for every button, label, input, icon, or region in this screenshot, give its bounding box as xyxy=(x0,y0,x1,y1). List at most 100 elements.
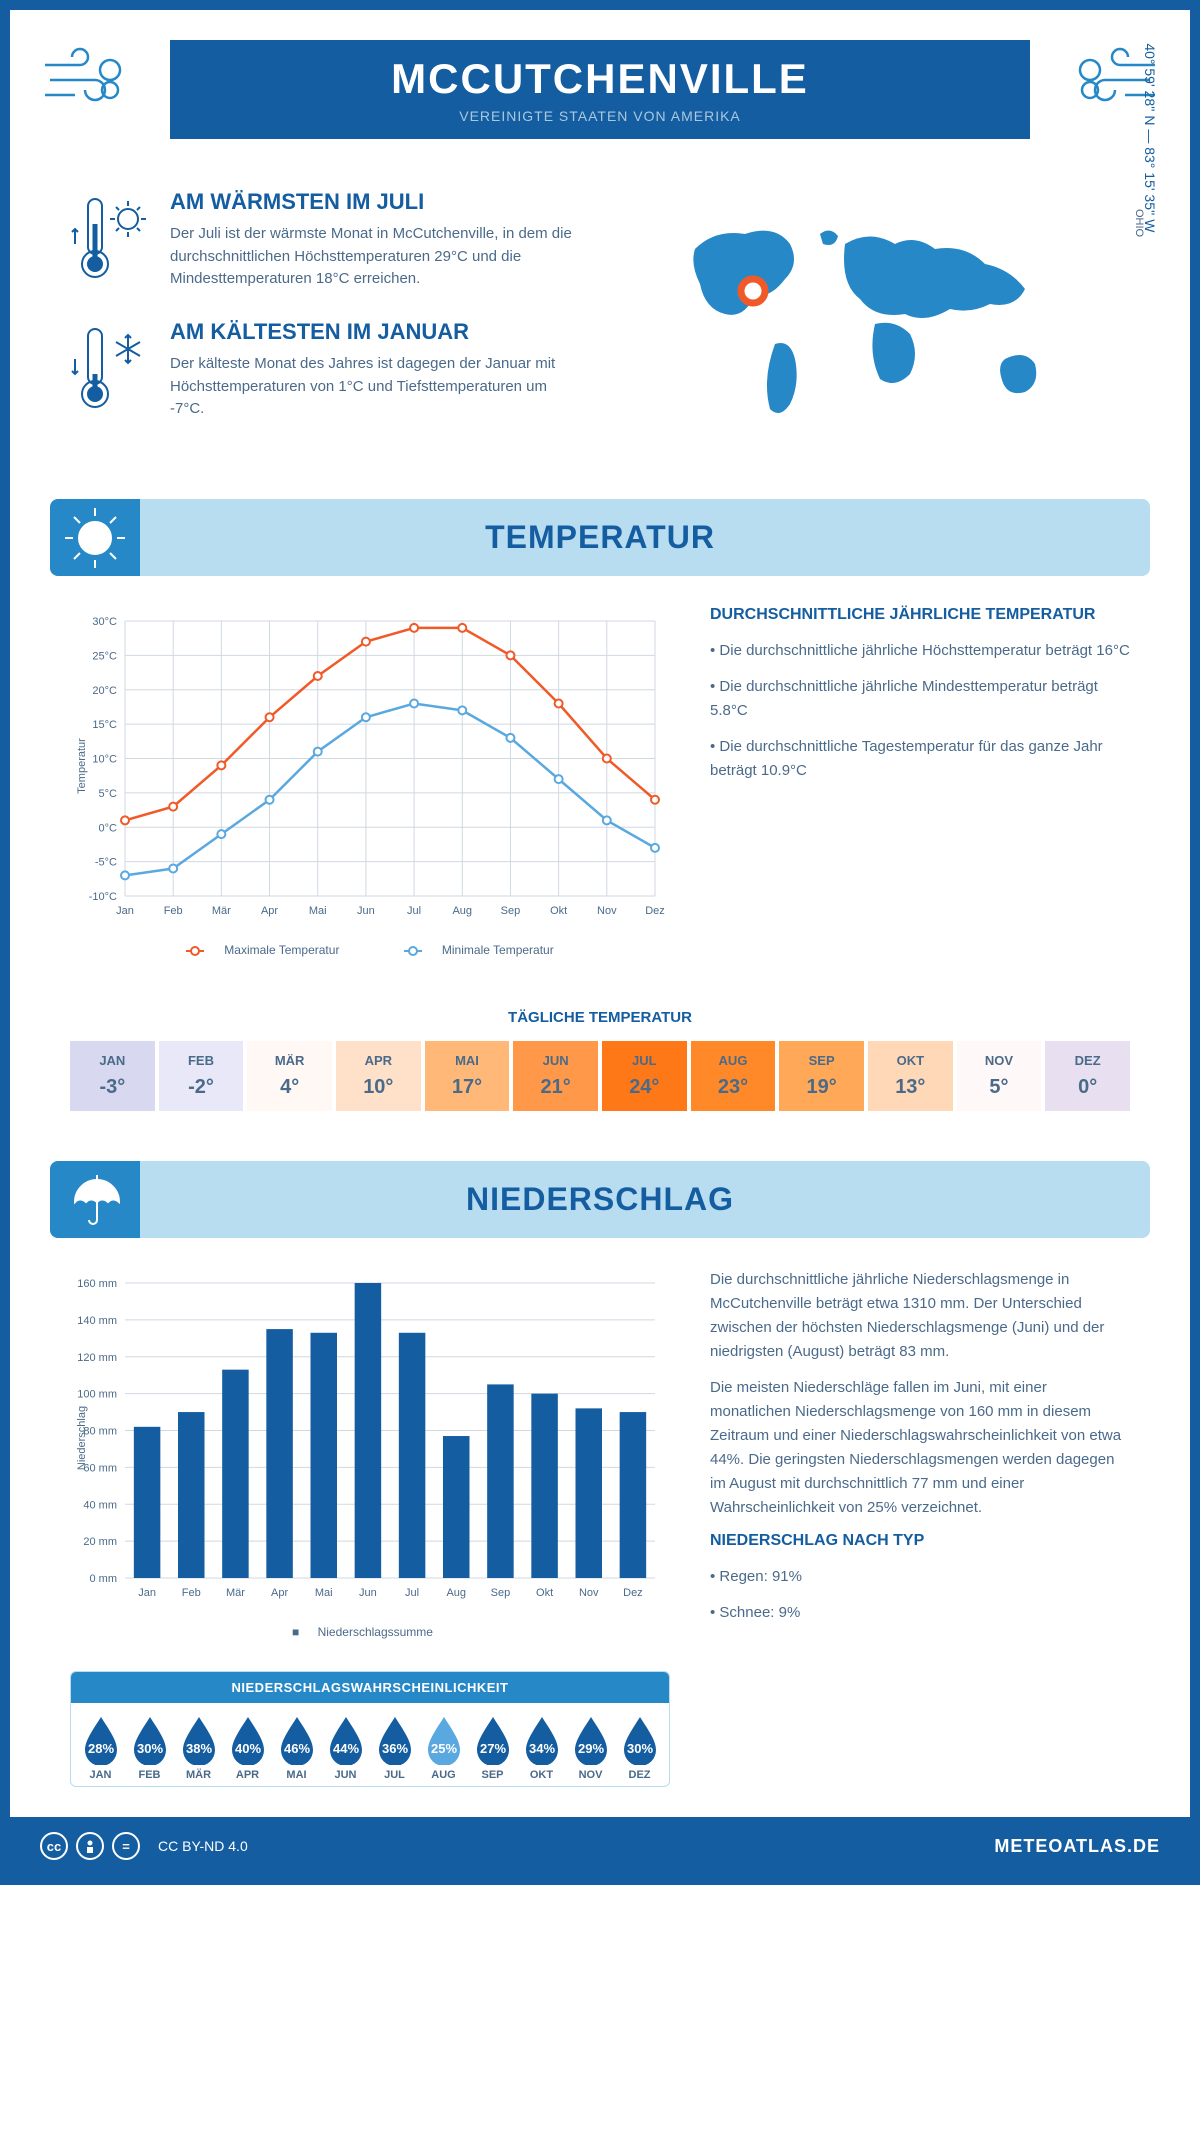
footer: cc = CC BY-ND 4.0 METEOATLAS.DE xyxy=(10,1817,1190,1875)
svg-text:30%: 30% xyxy=(136,1741,162,1756)
svg-text:-5°C: -5°C xyxy=(95,857,117,869)
title-banner: MCCUTCHENVILLE VEREINIGTE STAATEN VON AM… xyxy=(170,40,1030,139)
svg-text:80 mm: 80 mm xyxy=(83,1426,117,1438)
temp-info: DURCHSCHNITTLICHE JÄHRLICHE TEMPERATUR •… xyxy=(710,606,1130,959)
svg-text:Jul: Jul xyxy=(405,1587,419,1599)
precip-text1: Die durchschnittliche jährliche Niedersc… xyxy=(710,1268,1130,1364)
svg-text:Okt: Okt xyxy=(536,1587,553,1599)
svg-text:46%: 46% xyxy=(283,1741,309,1756)
temp-b2: • Die durchschnittliche jährliche Mindes… xyxy=(710,675,1130,723)
legend-max: Maximale Temperatur xyxy=(224,943,339,957)
thermometer-snow-icon xyxy=(70,319,150,424)
daily-cell: JAN-3° xyxy=(70,1041,155,1111)
svg-text:Mär: Mär xyxy=(212,905,231,917)
temp-b1: • Die durchschnittliche jährliche Höchst… xyxy=(710,639,1130,663)
prob-cell: 28%JAN xyxy=(76,1713,125,1781)
daily-cell: JUL24° xyxy=(602,1041,687,1111)
drop-icon: 28% xyxy=(80,1713,122,1765)
svg-text:0 mm: 0 mm xyxy=(90,1573,118,1585)
svg-text:Aug: Aug xyxy=(446,1587,466,1599)
prob-cell: 38%MÄR xyxy=(174,1713,223,1781)
svg-text:44%: 44% xyxy=(332,1741,358,1756)
temp-b3: • Die durchschnittliche Tagestemperatur … xyxy=(710,735,1130,783)
drop-icon: 44% xyxy=(325,1713,367,1765)
svg-text:60 mm: 60 mm xyxy=(83,1462,117,1474)
prob-cell: 30%DEZ xyxy=(615,1713,664,1781)
svg-text:Temperatur: Temperatur xyxy=(76,738,88,794)
svg-text:Jan: Jan xyxy=(116,905,134,917)
drop-icon: 40% xyxy=(227,1713,269,1765)
drop-icon: 30% xyxy=(619,1713,661,1765)
cc-icon: cc xyxy=(40,1832,68,1860)
svg-text:Mär: Mär xyxy=(226,1587,245,1599)
svg-text:Feb: Feb xyxy=(182,1587,201,1599)
license-text: CC BY-ND 4.0 xyxy=(158,1838,248,1854)
svg-text:160 mm: 160 mm xyxy=(77,1278,117,1290)
prob-cell: 27%SEP xyxy=(468,1713,517,1781)
svg-text:Apr: Apr xyxy=(271,1587,288,1599)
drop-icon: 36% xyxy=(374,1713,416,1765)
temp-section-header: TEMPERATUR xyxy=(50,499,1150,576)
temp-info-title: DURCHSCHNITTLICHE JÄHRLICHE TEMPERATUR xyxy=(710,606,1130,624)
legend-min: Minimale Temperatur xyxy=(442,943,554,957)
coldest-text: Der kälteste Monat des Jahres ist dagege… xyxy=(170,353,580,421)
precip-bytype-b1: • Regen: 91% xyxy=(710,1565,1130,1589)
daily-cell: AUG23° xyxy=(691,1041,776,1111)
svg-text:Okt: Okt xyxy=(550,905,567,917)
precip-bytype-b2: • Schnee: 9% xyxy=(710,1601,1130,1625)
svg-text:36%: 36% xyxy=(381,1741,407,1756)
license-icons: cc = CC BY-ND 4.0 xyxy=(40,1832,248,1860)
precip-prob-box: NIEDERSCHLAGSWAHRSCHEINLICHKEIT 28%JAN30… xyxy=(70,1671,670,1787)
svg-text:20 mm: 20 mm xyxy=(83,1536,117,1548)
drop-icon: 27% xyxy=(472,1713,514,1765)
coordinates: 40° 59' 28'' N — 83° 15' 35'' W xyxy=(1142,43,1158,232)
daily-temp-title: TÄGLICHE TEMPERATUR xyxy=(10,1009,1190,1026)
temp-legend: Maximale Temperatur Minimale Temperatur xyxy=(70,941,670,959)
svg-text:Nov: Nov xyxy=(579,1587,599,1599)
world-map-icon xyxy=(665,199,1085,439)
svg-text:27%: 27% xyxy=(479,1741,505,1756)
drop-icon: 34% xyxy=(521,1713,563,1765)
coldest-item: AM KÄLTESTEN IM JANUAR Der kälteste Mona… xyxy=(70,319,580,424)
svg-text:25%: 25% xyxy=(430,1741,456,1756)
svg-text:100 mm: 100 mm xyxy=(77,1389,117,1401)
svg-text:29%: 29% xyxy=(577,1741,603,1756)
daily-cell: SEP19° xyxy=(779,1041,864,1111)
svg-text:Jan: Jan xyxy=(138,1587,156,1599)
temp-title: TEMPERATUR xyxy=(50,519,1150,556)
umbrella-icon xyxy=(50,1161,140,1238)
svg-text:28%: 28% xyxy=(87,1741,113,1756)
precip-text2: Die meisten Niederschläge fallen im Juni… xyxy=(710,1376,1130,1520)
thermometer-sun-icon xyxy=(70,189,150,294)
sun-icon xyxy=(50,499,140,576)
temp-line-chart-container: -10°C-5°C0°C5°C10°C15°C20°C25°C30°CJanFe… xyxy=(70,606,670,959)
svg-text:10°C: 10°C xyxy=(92,754,117,766)
warmest-title: AM WÄRMSTEN IM JULI xyxy=(170,189,580,215)
wind-icon-left xyxy=(40,45,130,120)
svg-text:30%: 30% xyxy=(626,1741,652,1756)
svg-text:34%: 34% xyxy=(528,1741,554,1756)
city-title: MCCUTCHENVILLE xyxy=(170,40,1030,108)
precip-title: NIEDERSCHLAG xyxy=(50,1181,1150,1218)
prob-cell: 40%APR xyxy=(223,1713,272,1781)
prob-cell: 36%JUL xyxy=(370,1713,419,1781)
prob-cell: 44%JUN xyxy=(321,1713,370,1781)
prob-cell: 46%MAI xyxy=(272,1713,321,1781)
prob-cell: 29%NOV xyxy=(566,1713,615,1781)
svg-text:38%: 38% xyxy=(185,1741,211,1756)
precip-section-header: NIEDERSCHLAG xyxy=(50,1161,1150,1238)
warmest-item: AM WÄRMSTEN IM JULI Der Juli ist der wär… xyxy=(70,189,580,294)
country-subtitle: VEREINIGTE STAATEN VON AMERIKA xyxy=(170,108,1030,139)
svg-text:Niederschlag: Niederschlag xyxy=(76,1406,88,1470)
daily-cell: JUN21° xyxy=(513,1041,598,1111)
daily-cell: APR10° xyxy=(336,1041,421,1111)
map-column: OHIO 40° 59' 28'' N — 83° 15' 35'' W xyxy=(620,189,1130,449)
svg-text:Mai: Mai xyxy=(315,1587,333,1599)
svg-text:30°C: 30°C xyxy=(92,616,117,628)
svg-text:40%: 40% xyxy=(234,1741,260,1756)
svg-text:Apr: Apr xyxy=(261,905,278,917)
intro-text-column: AM WÄRMSTEN IM JULI Der Juli ist der wär… xyxy=(70,189,580,449)
drop-icon: 29% xyxy=(570,1713,612,1765)
precip-text-column: Die durchschnittliche jährliche Niedersc… xyxy=(710,1268,1130,1787)
svg-text:120 mm: 120 mm xyxy=(77,1352,117,1364)
